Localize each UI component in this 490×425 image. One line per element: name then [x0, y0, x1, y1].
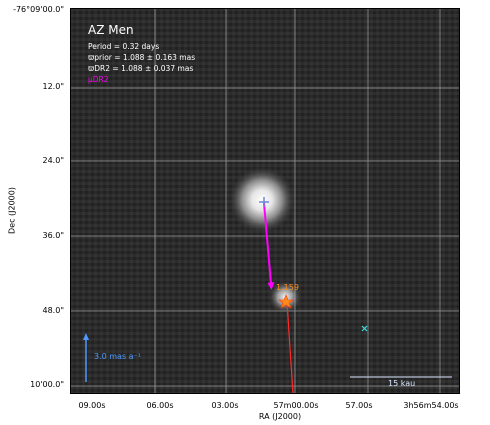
period-text: Period = 0.32 days — [88, 42, 159, 51]
pm-scale-arrow — [83, 333, 89, 382]
y-tick-label: 10'00.0" — [30, 380, 64, 389]
x-tick-label: 06.00s — [146, 401, 174, 410]
x-axis-label: RA (J2000) — [258, 412, 302, 421]
x-tick-label: 09.00s — [78, 401, 106, 410]
cross-marker — [361, 325, 368, 332]
x-tick-label: 57m00.00s — [273, 401, 319, 410]
x-tick-label: 03.00s — [211, 401, 239, 410]
distance-scale-label: 15 kau — [388, 379, 415, 388]
proper-motion-label: μDR2 — [88, 75, 109, 84]
ra-line — [286, 301, 294, 394]
y-tick-label: -76°09'00.0" — [13, 5, 64, 14]
y-tick-label: 48.0" — [42, 306, 65, 315]
y-tick-label: 36.0" — [42, 231, 65, 240]
proper-motion-arrow — [263, 202, 275, 290]
panel-border — [70, 8, 460, 394]
y-tick-label: 12.0" — [42, 82, 65, 91]
star-value-label: 1.159 — [276, 283, 299, 292]
dr2-parallax-text: ϖDR2 = 1.088 ± 0.037 mas — [88, 64, 193, 73]
figure-title: AZ Men — [88, 23, 134, 37]
bright-source — [228, 166, 296, 234]
x-tick-label: 3h56m54.00s — [403, 401, 459, 410]
prior-parallax-text: ϖprior = 1.088 ± 0.163 mas — [88, 53, 195, 62]
star-marker — [278, 294, 294, 309]
crosshair-marker — [259, 197, 269, 207]
sky-image-panel: AZ Men Period = 0.32 days ϖprior = 1.088… — [70, 8, 460, 394]
y-tick-label: 24.0" — [42, 156, 65, 165]
pm-scale-label: 3.0 mas a⁻¹ — [94, 352, 141, 361]
x-tick-label: 57.00s — [345, 401, 373, 410]
coordinate-grid — [70, 8, 460, 394]
